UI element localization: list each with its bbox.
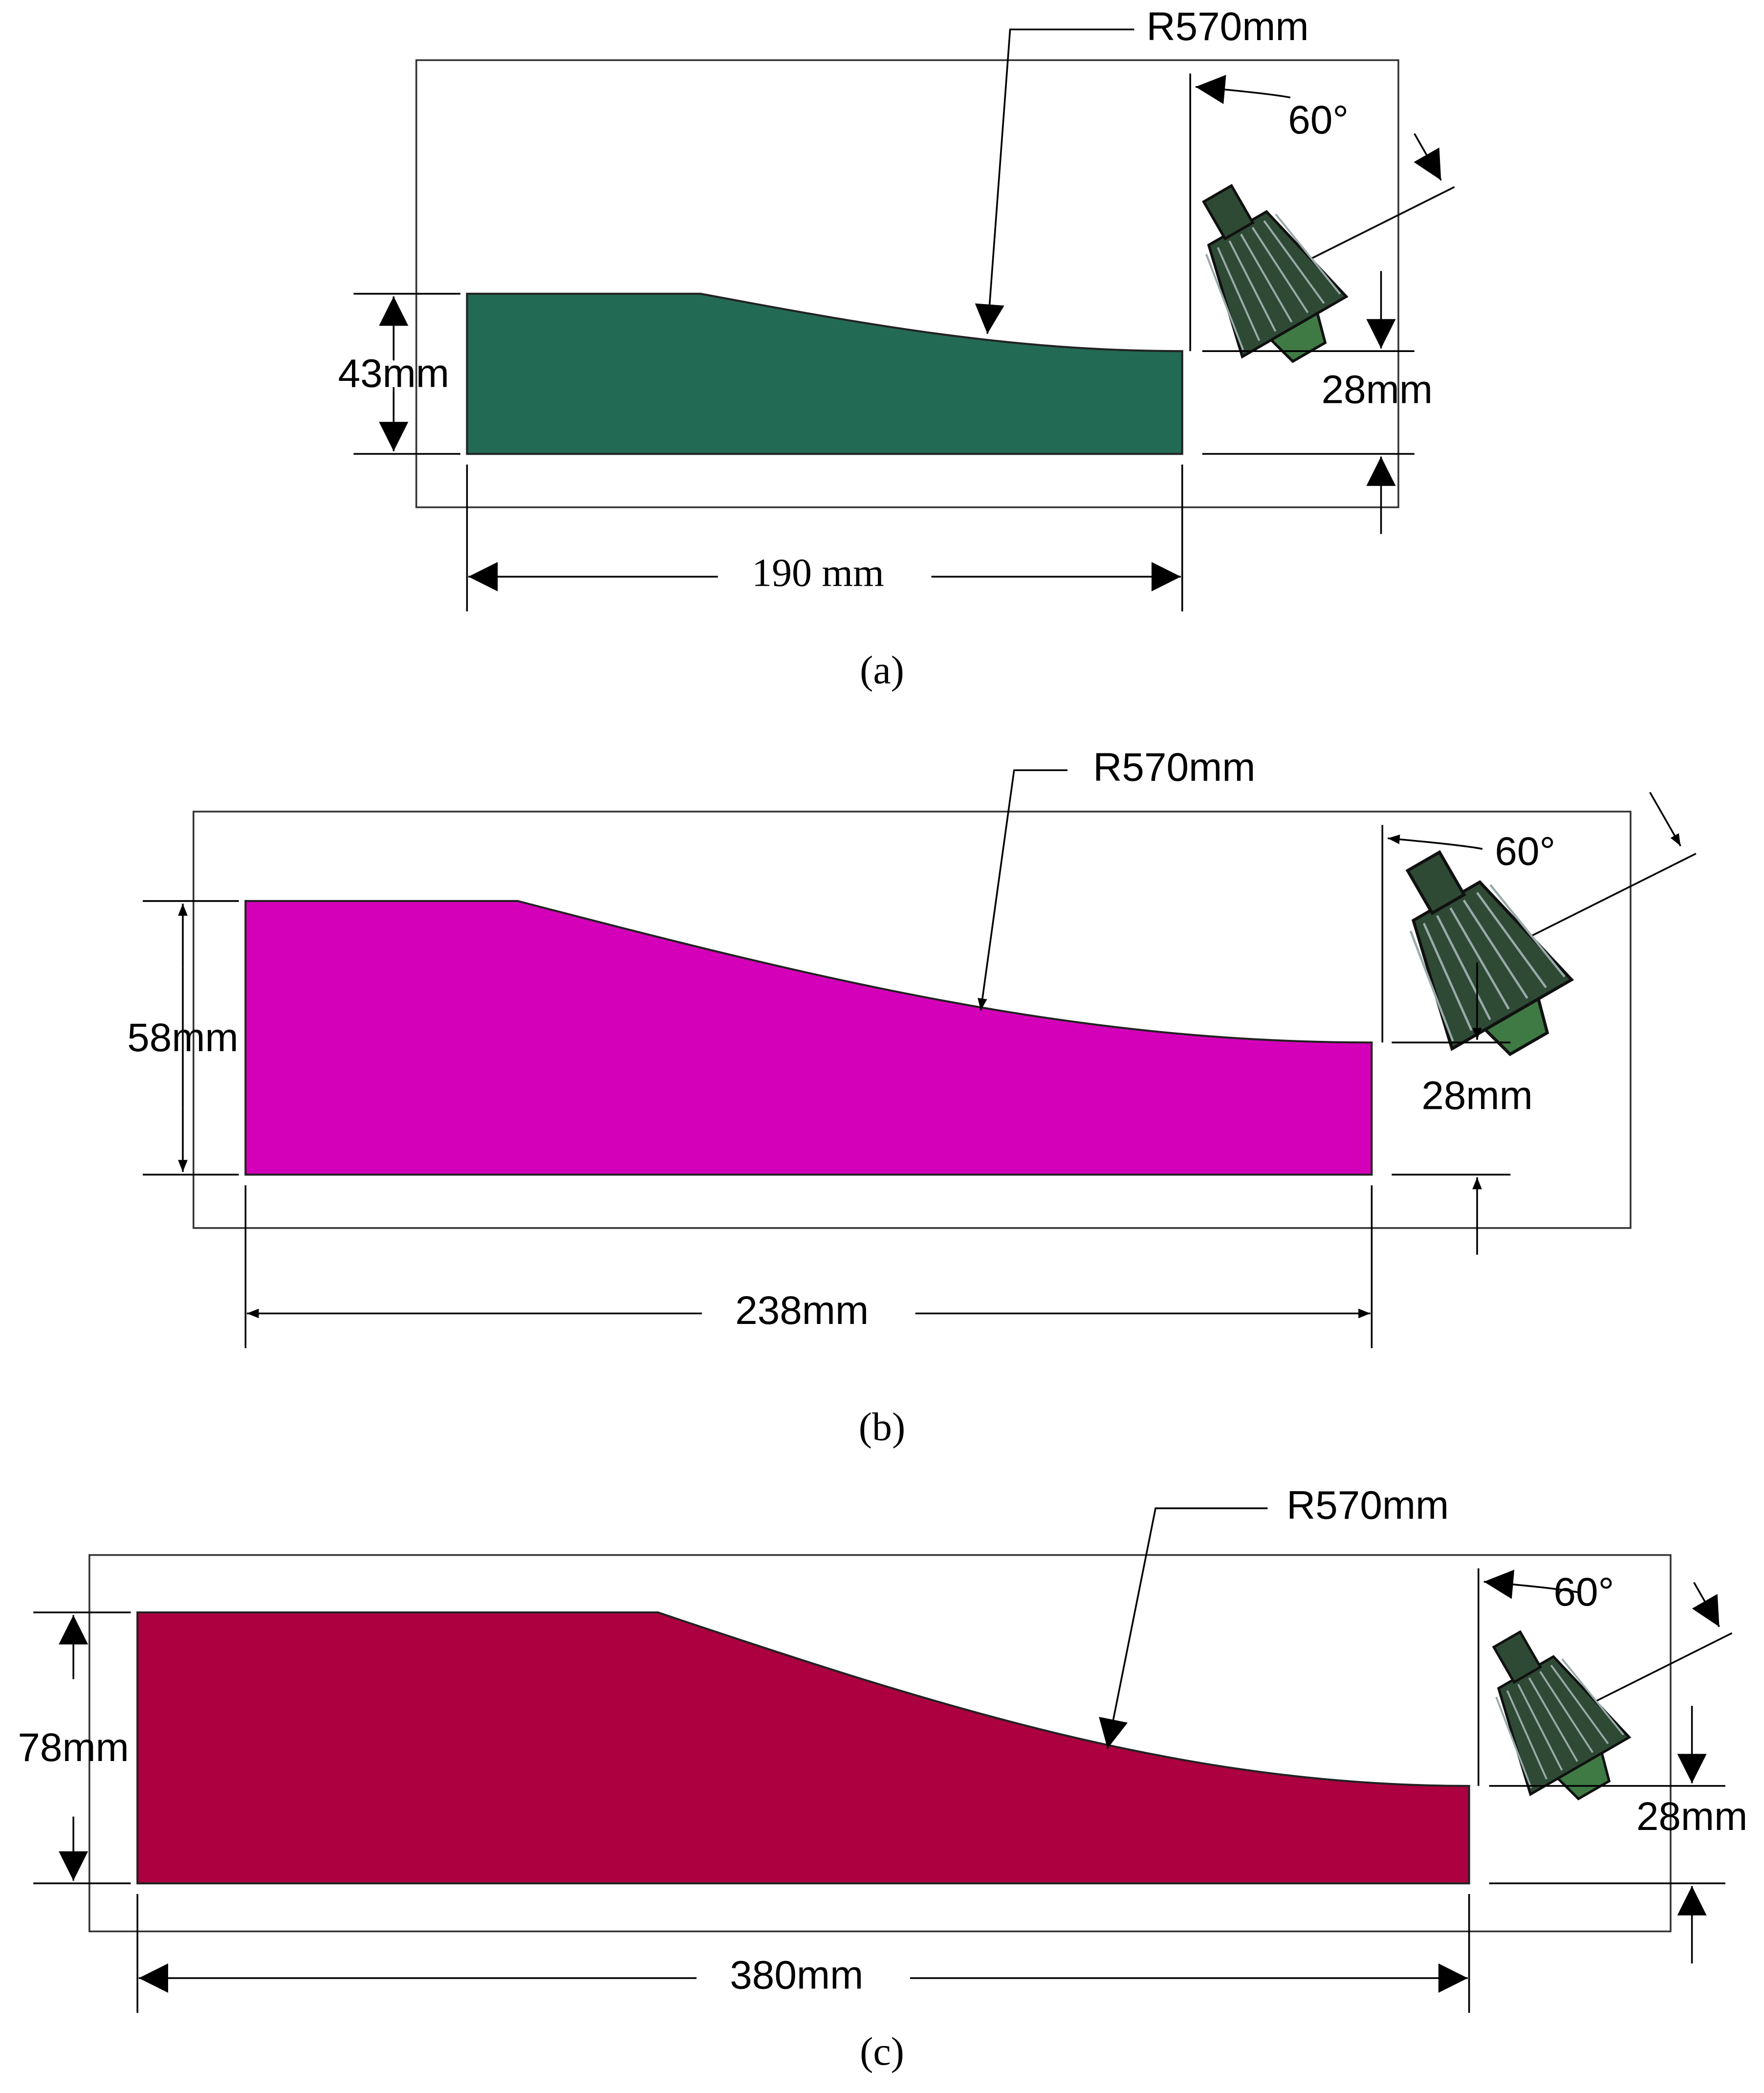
- tool-detail: [1263, 220, 1325, 304]
- tool-detail: [1449, 907, 1510, 1010]
- tip-height-label: 28mm: [1322, 367, 1433, 412]
- tool-nozzle: [1556, 1751, 1611, 1801]
- frame: [415, 59, 1399, 508]
- tool-nozzle: [1269, 311, 1327, 363]
- height-label: 58mm: [127, 1015, 238, 1060]
- tool-detail: [1476, 892, 1547, 989]
- caption: (b): [859, 1405, 905, 1449]
- tool: [1201, 184, 1349, 363]
- tool-detail: [1462, 900, 1528, 999]
- tool-axis: [1511, 853, 1697, 947]
- tool-detail: [1495, 1696, 1532, 1788]
- tool-detail: [1240, 233, 1293, 323]
- tool-detail: [1517, 1684, 1563, 1771]
- tip-height-label: 28mm: [1421, 1074, 1532, 1118]
- tool-detail: [1217, 247, 1261, 341]
- height-label: 43mm: [338, 352, 449, 396]
- tool-detail: [1489, 884, 1566, 978]
- radius-leader: [1099, 1507, 1268, 1749]
- workpiece: [244, 900, 1373, 1176]
- tool: [1492, 1630, 1632, 1801]
- tool-detail: [1528, 1677, 1578, 1762]
- radius-leader: [975, 28, 1134, 334]
- tool-shank: [1492, 1630, 1543, 1684]
- tool-detail: [1422, 923, 1473, 1031]
- angle-label: 60°: [1288, 98, 1349, 142]
- angle-arrow: [1692, 1582, 1720, 1628]
- frame: [193, 811, 1632, 1229]
- tool-shank: [1201, 184, 1255, 241]
- workpiece: [466, 292, 1183, 455]
- tool-detail: [1550, 1664, 1609, 1744]
- length-label: 380mm: [730, 1953, 863, 1998]
- angle-arrow: [1414, 133, 1442, 181]
- tool-detail: [1205, 254, 1244, 351]
- radius-leader: [978, 769, 1067, 1011]
- radius-label: R570mm: [1286, 1483, 1449, 1528]
- tool-detail: [1409, 930, 1454, 1042]
- tool-detail: [1539, 1671, 1594, 1753]
- tool-nozzle: [1482, 996, 1549, 1057]
- tool-detail: [1436, 915, 1491, 1020]
- angle-arrow: [1649, 792, 1681, 847]
- tool-axis: [1579, 1632, 1733, 1710]
- tool-detail: [1251, 227, 1309, 313]
- tool-detail: [1506, 1690, 1547, 1780]
- caption: (c): [860, 2029, 904, 2073]
- frame: [88, 1554, 1672, 1933]
- angle-arc: [1483, 1569, 1579, 1599]
- tool-axis: [1294, 186, 1455, 268]
- angle-label: 60°: [1554, 1570, 1614, 1614]
- radius-label: R570mm: [1146, 4, 1308, 49]
- radius-label: R570mm: [1093, 745, 1255, 790]
- tool-shank: [1405, 850, 1466, 915]
- angle-arc: [1195, 75, 1291, 104]
- workpiece: [136, 1611, 1470, 1885]
- tool-detail: [1561, 1658, 1624, 1736]
- tip-height-label: 28mm: [1636, 1794, 1747, 1839]
- length-label: 238mm: [735, 1288, 869, 1333]
- height-label: 78mm: [18, 1725, 129, 1770]
- angle-label: 60°: [1495, 829, 1555, 874]
- length-label: 190 mm: [752, 550, 884, 595]
- caption: (a): [860, 648, 904, 692]
- tool: [1405, 850, 1574, 1057]
- tool-detail: [1228, 240, 1277, 332]
- tool-detail: [1275, 213, 1341, 295]
- angle-arc: [1387, 835, 1483, 850]
